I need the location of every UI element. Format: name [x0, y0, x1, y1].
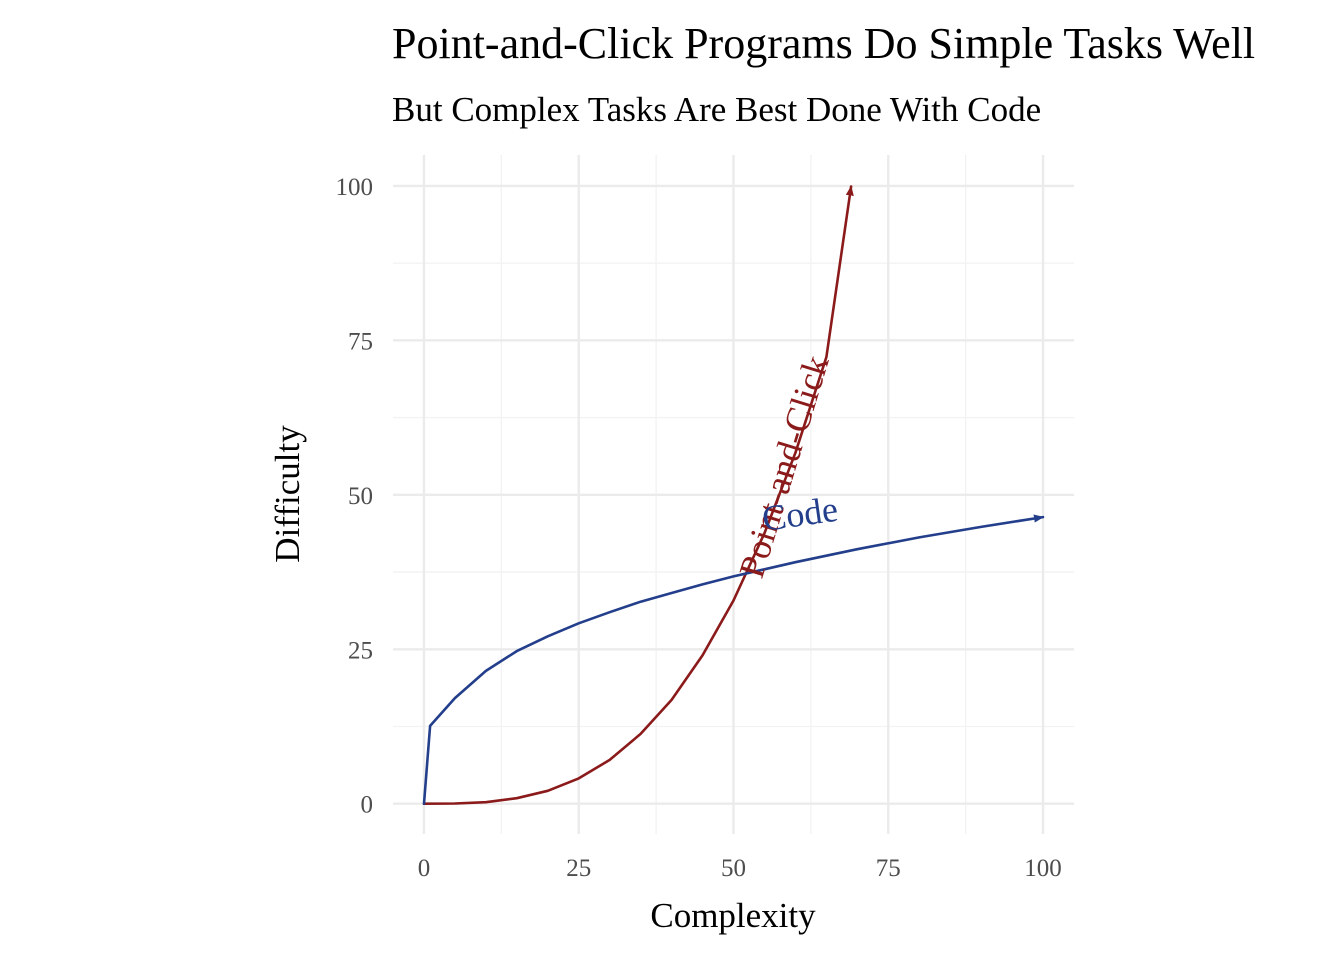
chart-subtitle: But Complex Tasks Are Best Done With Cod… [392, 90, 1041, 129]
y-tick-label: 0 [361, 792, 374, 819]
x-tick-label: 100 [1024, 855, 1062, 882]
grid [393, 155, 1074, 834]
x-tick-label: 50 [721, 855, 746, 882]
tick-labels: 0 25 50 75 100 0 25 50 75 100 [336, 174, 1062, 882]
chart-title: Point-and-Click Programs Do Simple Tasks… [392, 19, 1255, 68]
x-tick-label: 75 [876, 855, 901, 882]
y-tick-label: 50 [348, 483, 373, 510]
series-label-point-and-click: Point-and-Click [731, 351, 836, 583]
y-tick-label: 75 [348, 328, 373, 355]
series-lines [422, 185, 1045, 806]
x-tick-label: 25 [566, 855, 591, 882]
series-line-code [422, 514, 1045, 806]
x-axis-title: Complexity [650, 896, 816, 935]
y-tick-label: 100 [336, 174, 374, 201]
series-line-point-and-click [422, 185, 854, 806]
x-tick-label: 0 [418, 855, 431, 882]
y-tick-label: 25 [348, 637, 373, 664]
y-axis-title: Difficulty [268, 425, 307, 563]
